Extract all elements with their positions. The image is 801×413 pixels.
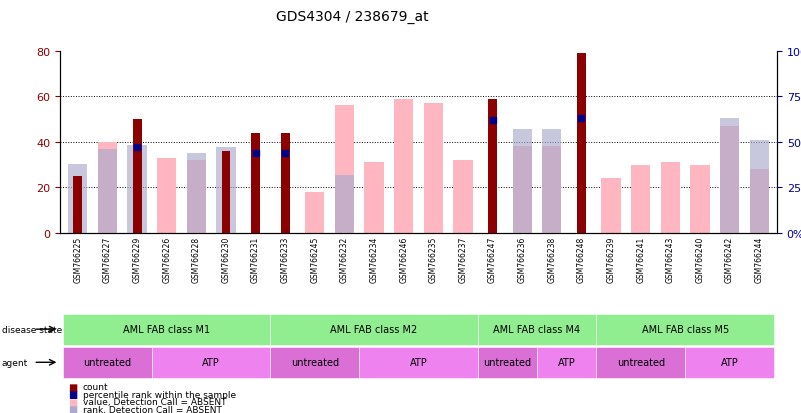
Bar — [542, 147, 562, 233]
Text: GSM766229: GSM766229 — [133, 236, 142, 282]
Bar — [68, 164, 87, 233]
Text: untreated: untreated — [83, 357, 131, 368]
Bar — [252, 133, 260, 233]
Text: GSM766225: GSM766225 — [74, 236, 83, 282]
Text: GSM766241: GSM766241 — [636, 236, 645, 282]
Text: GSM766228: GSM766228 — [192, 236, 201, 282]
Bar — [216, 148, 235, 233]
Bar — [631, 165, 650, 233]
Bar — [424, 104, 443, 233]
Bar — [513, 130, 532, 233]
Bar — [364, 163, 384, 233]
Text: untreated: untreated — [483, 357, 531, 368]
Bar — [98, 150, 117, 233]
Bar — [577, 54, 586, 233]
Bar — [513, 147, 532, 233]
Text: AML FAB class M4: AML FAB class M4 — [493, 324, 581, 335]
Bar — [690, 165, 710, 233]
Bar — [305, 192, 324, 233]
Bar — [157, 158, 176, 233]
Bar — [74, 177, 83, 233]
Text: GSM766237: GSM766237 — [458, 236, 468, 283]
Text: untreated: untreated — [291, 357, 339, 368]
Text: value, Detection Call = ABSENT: value, Detection Call = ABSENT — [83, 397, 226, 406]
Bar — [750, 141, 769, 233]
Text: AML FAB class M1: AML FAB class M1 — [123, 324, 211, 335]
Bar — [127, 146, 147, 233]
Text: count: count — [83, 382, 108, 392]
Text: GSM766226: GSM766226 — [163, 236, 171, 282]
Bar — [281, 133, 290, 233]
Bar — [488, 99, 497, 233]
Text: ■: ■ — [68, 404, 78, 413]
Text: GDS4304 / 238679_at: GDS4304 / 238679_at — [276, 10, 429, 24]
Text: GSM766235: GSM766235 — [429, 236, 438, 283]
Text: disease state: disease state — [2, 325, 62, 334]
Text: ATP: ATP — [557, 357, 575, 368]
Text: GSM766240: GSM766240 — [695, 236, 704, 283]
Bar — [453, 161, 473, 233]
Text: GSM766232: GSM766232 — [340, 236, 349, 282]
Bar — [661, 163, 680, 233]
Text: ■: ■ — [68, 389, 78, 399]
Bar — [133, 120, 142, 233]
Text: GSM766230: GSM766230 — [221, 236, 231, 283]
Text: GSM766239: GSM766239 — [606, 236, 616, 283]
Bar — [720, 119, 739, 233]
Text: GSM766246: GSM766246 — [399, 236, 409, 283]
Text: GSM766227: GSM766227 — [103, 236, 112, 282]
Text: ATP: ATP — [409, 357, 428, 368]
Text: rank, Detection Call = ABSENT: rank, Detection Call = ABSENT — [83, 405, 221, 413]
Bar — [187, 161, 206, 233]
Text: untreated: untreated — [617, 357, 665, 368]
Bar — [222, 152, 231, 233]
Text: ATP: ATP — [721, 357, 739, 368]
Bar — [394, 99, 413, 233]
Bar — [720, 126, 739, 233]
Text: GSM766244: GSM766244 — [755, 236, 763, 283]
Bar — [98, 142, 117, 233]
Bar — [335, 106, 354, 233]
Bar — [335, 175, 354, 233]
Text: GSM766247: GSM766247 — [488, 236, 497, 283]
Text: agent: agent — [2, 358, 28, 367]
Text: AML FAB class M2: AML FAB class M2 — [331, 324, 417, 335]
Text: GSM766233: GSM766233 — [280, 236, 290, 283]
Text: percentile rank within the sample: percentile rank within the sample — [83, 390, 235, 399]
Text: GSM766245: GSM766245 — [310, 236, 320, 283]
Text: GSM766248: GSM766248 — [577, 236, 586, 282]
Text: GSM766231: GSM766231 — [251, 236, 260, 282]
Text: ■: ■ — [68, 397, 78, 407]
Text: GSM766234: GSM766234 — [369, 236, 379, 283]
Bar — [187, 153, 206, 233]
Text: AML FAB class M5: AML FAB class M5 — [642, 324, 729, 335]
Text: GSM766238: GSM766238 — [547, 236, 557, 282]
Text: GSM766242: GSM766242 — [725, 236, 734, 282]
Text: GSM766243: GSM766243 — [666, 236, 674, 283]
Text: ATP: ATP — [203, 357, 220, 368]
Bar — [542, 130, 562, 233]
Bar — [750, 170, 769, 233]
Bar — [602, 179, 621, 233]
Text: GSM766236: GSM766236 — [517, 236, 527, 283]
Text: ■: ■ — [68, 382, 78, 392]
